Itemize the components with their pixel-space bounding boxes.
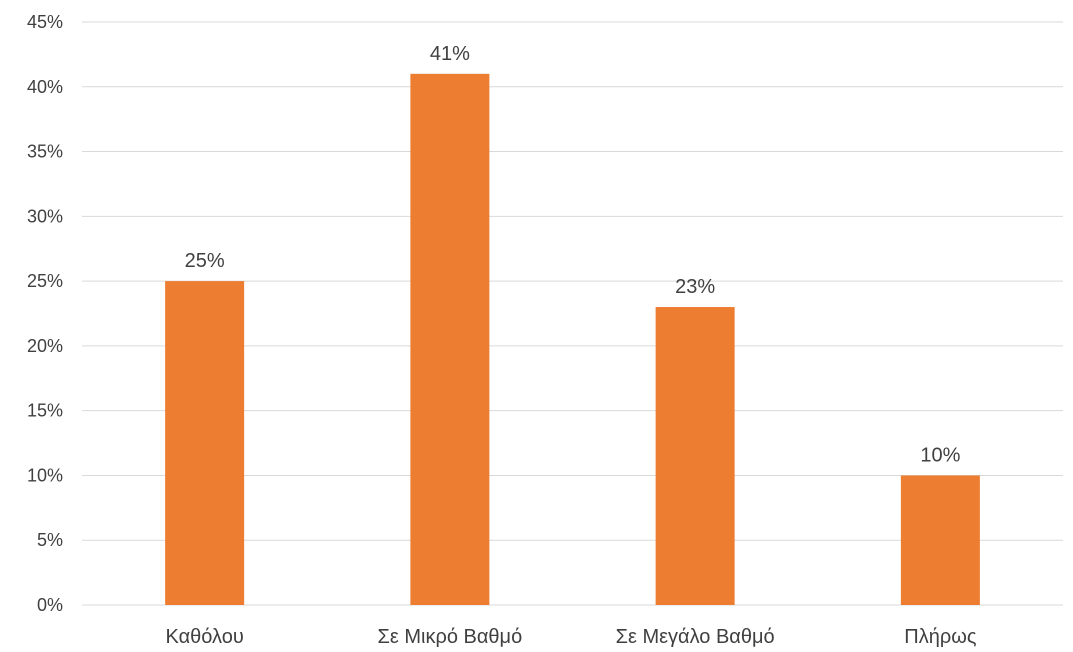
gridlines [82,21,1063,606]
y-tick-label: 5% [37,530,63,550]
y-tick-label: 0% [37,595,63,615]
y-tick-label: 25% [27,271,63,291]
data-label: 23% [675,276,715,298]
data-label: 25% [185,250,225,272]
x-category-label: Καθόλου [165,626,243,648]
bar [655,307,735,605]
y-tick-label: 30% [27,206,63,226]
bar [900,475,980,605]
y-axis-ticks: 0% 5% 10% 15% 20% 25% 30% 35% 40% 45% [27,12,63,615]
bars [165,73,980,606]
y-tick-label: 40% [27,77,63,97]
bar [410,73,490,606]
y-tick-label: 15% [27,401,63,421]
y-tick-label: 20% [27,336,63,356]
bar [165,281,245,605]
data-label: 10% [920,444,960,466]
x-axis-categories: Καθόλου Σε Μικρό Βαθμό Σε Μεγάλο Βαθμό Πλήρ… [165,626,976,648]
data-labels: 25% 41% 23% 10% [185,43,961,467]
y-tick-label: 35% [27,142,63,162]
x-category-label: Πλήρως [904,626,977,648]
x-category-label: Σε Μικρό Βαθμό [378,626,523,648]
x-category-label: Σε Μεγάλο Βαθμό [616,626,775,648]
y-tick-label: 45% [27,12,63,32]
y-tick-label: 10% [27,465,63,485]
data-label: 41% [430,43,470,65]
